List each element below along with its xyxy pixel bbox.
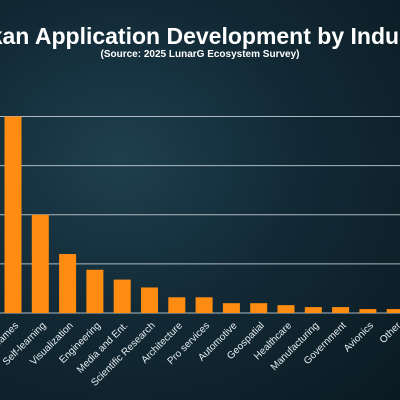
- bar-engineering: [86, 269, 104, 313]
- x-tick-label: Avionics: [342, 320, 376, 354]
- bar-scientific-research: [141, 287, 158, 313]
- bar-pro-services: [195, 297, 213, 313]
- bar-architecture: [168, 297, 186, 313]
- bars: [4, 116, 400, 313]
- chart-title: Vulkan Application Development by Indust…: [0, 23, 400, 49]
- bar-geospatial: [250, 303, 268, 313]
- chart-subtitle: (Source: 2025 LunarG Ecosystem Survey): [101, 49, 300, 60]
- bar-avionics: [359, 309, 377, 313]
- x-tick-label: Other: [378, 320, 400, 346]
- bar-automotive: [222, 303, 240, 313]
- bar-visualization: [59, 254, 77, 313]
- x-tick-labels: GamesSelf-learningVisualizationEngineeri…: [0, 320, 400, 389]
- bar-government: [332, 307, 350, 313]
- bar-healthcare: [277, 305, 295, 313]
- bar-media-and-ent-: [113, 279, 131, 313]
- bar-self-learning: [31, 214, 49, 313]
- bar-other: [386, 309, 400, 313]
- bar-manufacturing: [304, 307, 322, 313]
- bar-games: [4, 116, 22, 313]
